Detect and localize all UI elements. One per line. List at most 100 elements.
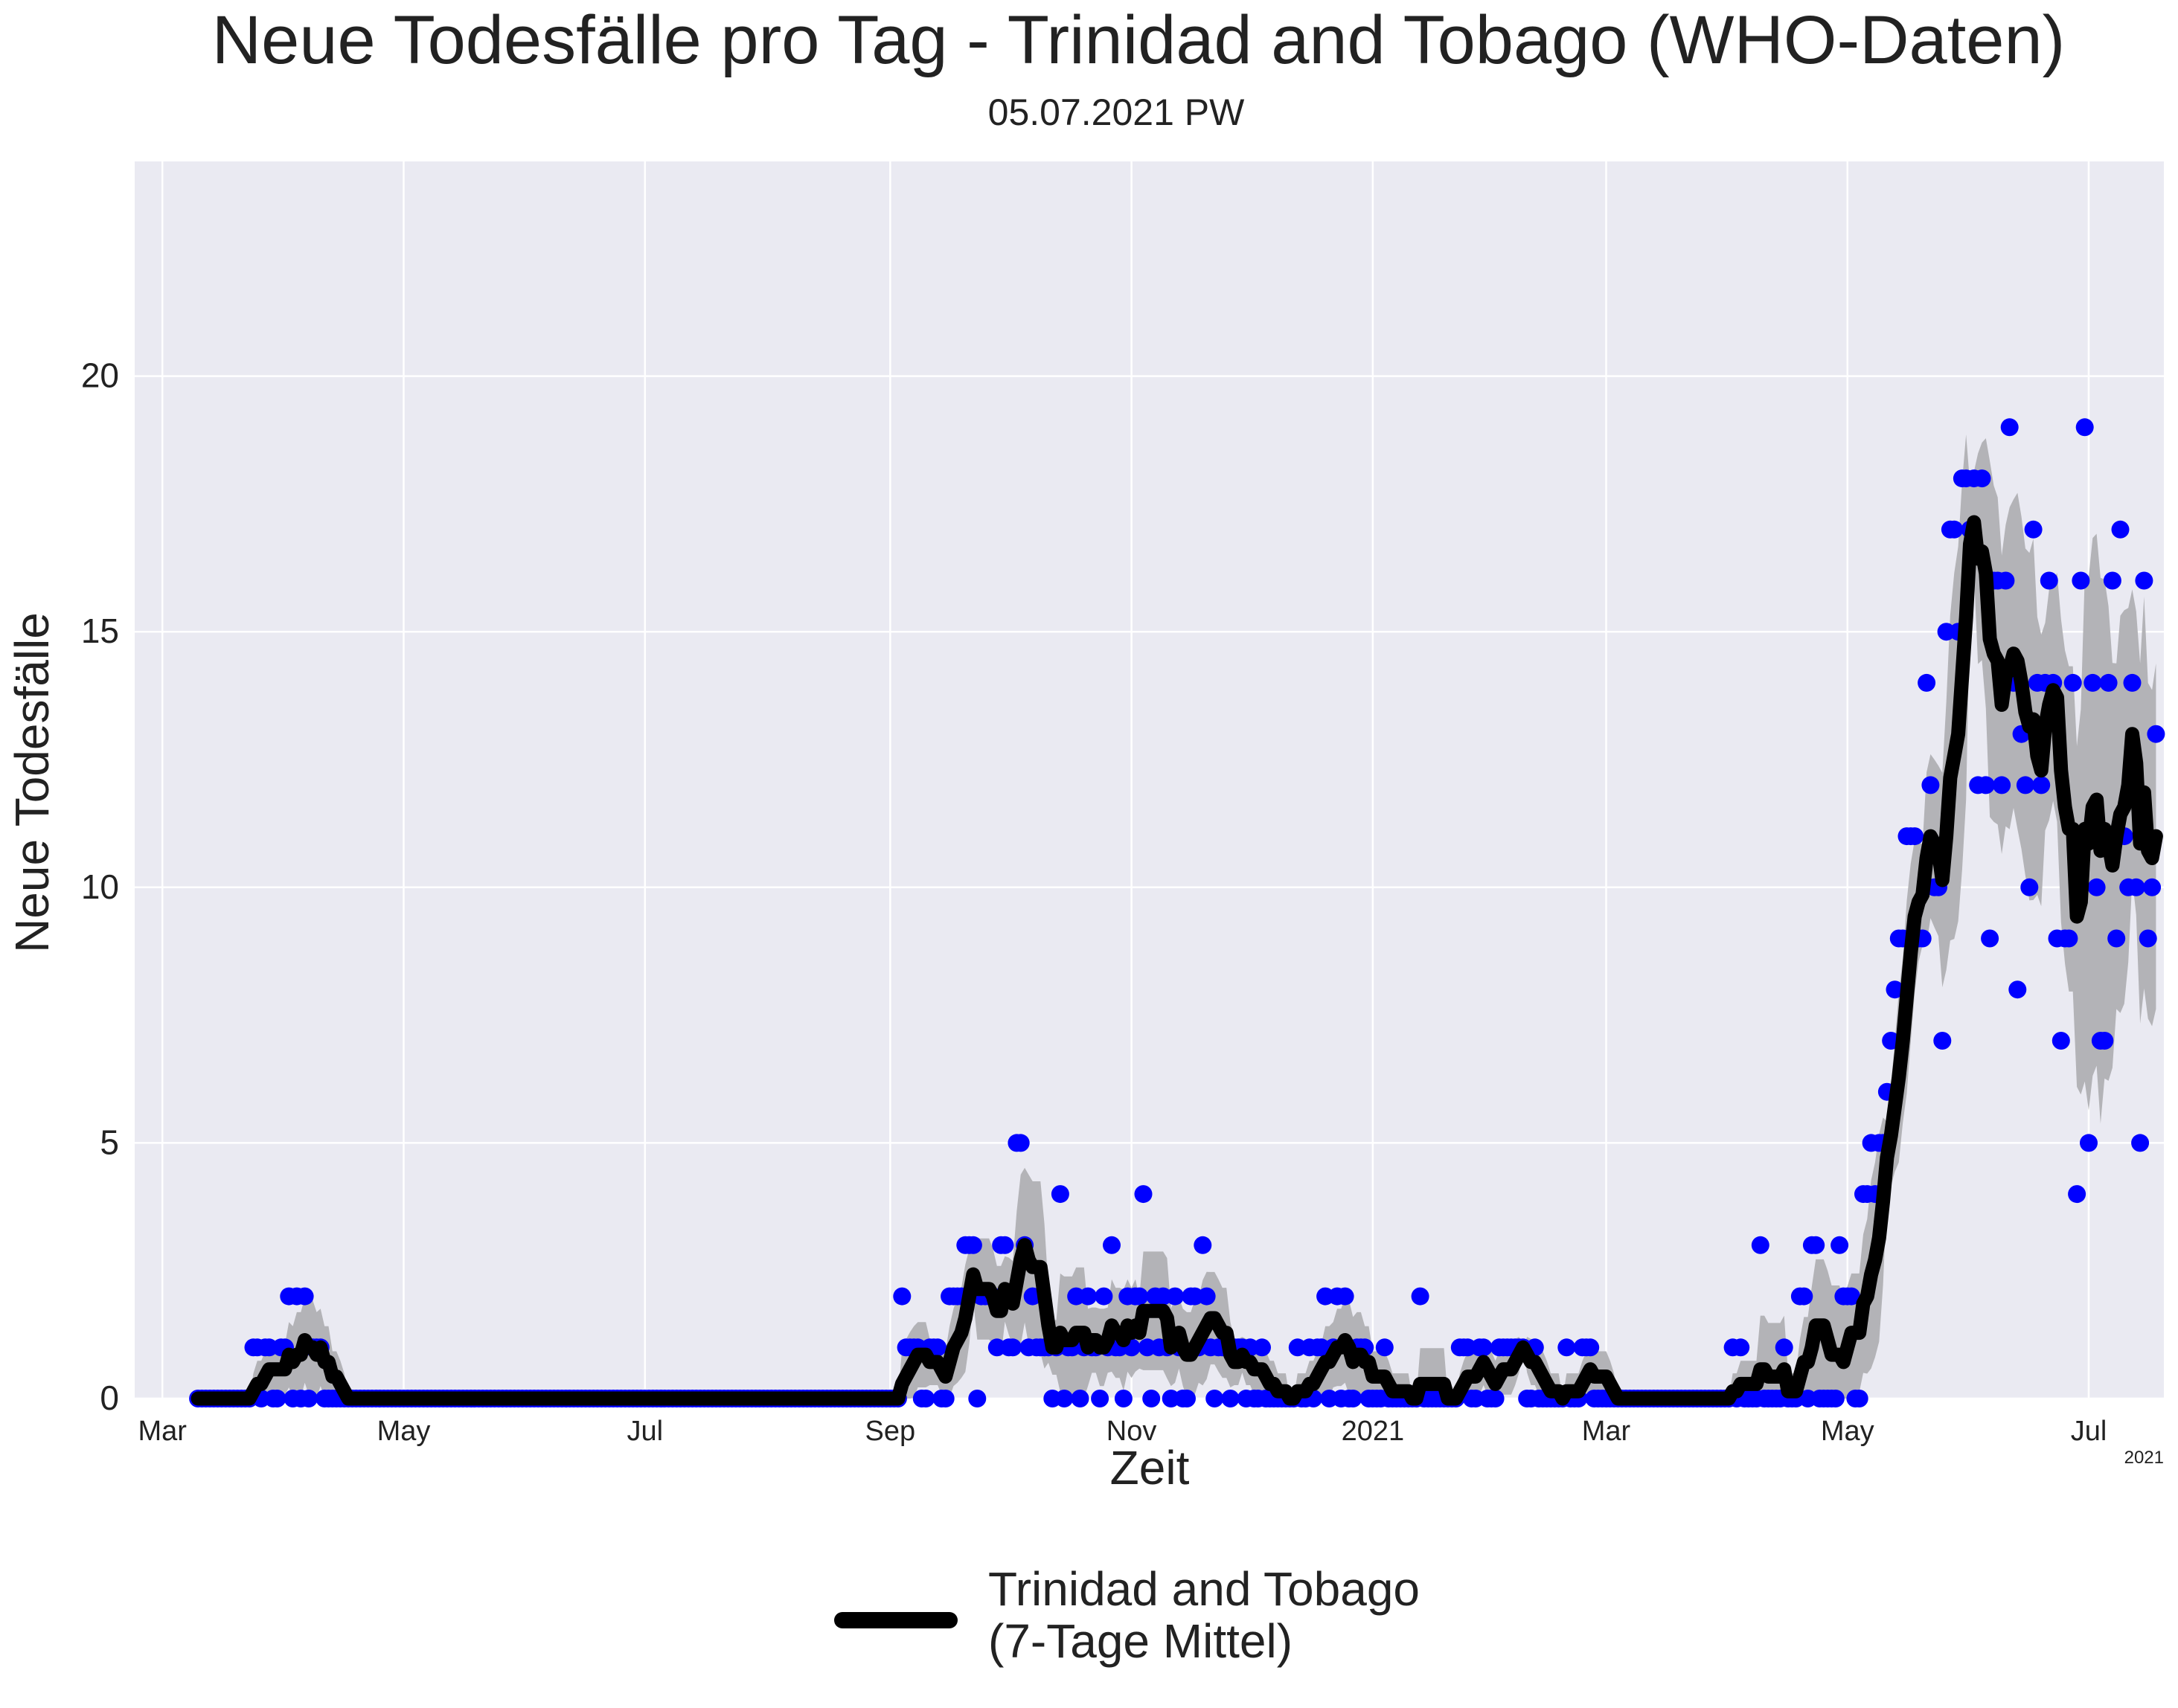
daily-death-point <box>893 1287 912 1306</box>
daily-death-point <box>1945 520 1964 539</box>
daily-death-point <box>936 1390 955 1407</box>
daily-death-point <box>1831 1236 1849 1254</box>
y-tick-label: 10 <box>81 867 119 906</box>
legend-label-line-2: (7-Tage Mittel) <box>988 1614 1293 1668</box>
daily-death-point <box>1103 1236 1121 1254</box>
daily-death-point <box>1581 1338 1600 1357</box>
daily-death-point <box>1221 1390 1240 1407</box>
daily-death-point <box>1474 1338 1493 1357</box>
daily-death-point <box>968 1390 987 1407</box>
daily-death-point <box>2099 673 2118 692</box>
daily-death-point <box>1795 1287 1813 1306</box>
x-tick-label: May <box>377 1416 431 1447</box>
daily-death-point <box>917 1390 935 1407</box>
daily-death-point <box>1906 827 1924 846</box>
daily-death-point <box>2143 878 2162 896</box>
daily-death-point <box>1336 1287 1354 1306</box>
daily-death-point <box>1114 1390 1133 1407</box>
legend-label-line-1: Trinidad and Tobago <box>988 1562 1420 1616</box>
x-tick-label: Mar <box>1582 1416 1631 1447</box>
chart-subtitle: 05.07.2021 PW <box>988 92 1245 133</box>
daily-death-point <box>1751 1236 1769 1254</box>
y-tick-label: 5 <box>100 1123 119 1161</box>
daily-death-point <box>2032 776 2051 794</box>
daily-death-point <box>2052 1032 2070 1050</box>
daily-death-point <box>1197 1287 1216 1306</box>
daily-death-point <box>1973 469 1991 488</box>
daily-death-point <box>964 1236 982 1254</box>
daily-death-point <box>1166 1287 1185 1306</box>
daily-death-point <box>2020 878 2039 896</box>
daily-death-point <box>2068 1185 2086 1204</box>
x-axis-ticks: Mar May Jul Sep Nov 2021 Mar May Jul <box>138 1416 2107 1447</box>
daily-death-point <box>1130 1287 1149 1306</box>
y-axis-label: Neue Todesfälle <box>5 612 59 953</box>
daily-death-point <box>2063 673 2082 692</box>
daily-death-point <box>1051 1185 1069 1204</box>
daily-death-point <box>1886 980 1904 999</box>
daily-death-point <box>2072 571 2090 590</box>
legend: Trinidad and Tobago (7-Tage Mittel) <box>834 1562 1433 1668</box>
daily-death-point <box>2080 1134 2098 1152</box>
daily-death-point <box>2103 571 2121 590</box>
daily-death-point <box>2111 520 2130 539</box>
daily-death-point <box>1091 1390 1109 1407</box>
daily-death-point <box>1842 1287 1861 1306</box>
daily-death-point <box>2024 520 2043 539</box>
daily-death-point <box>2000 418 2019 437</box>
x-tick-label: 2021 <box>1342 1416 1405 1447</box>
daily-death-point <box>1134 1185 1153 1204</box>
daily-death-point <box>1850 1390 1868 1407</box>
daily-death-point <box>1194 1236 1212 1254</box>
x-tick-label: May <box>1821 1416 1874 1447</box>
daily-death-point <box>2083 673 2102 692</box>
daily-death-point <box>2016 776 2034 794</box>
chart-title: Neue Todesfälle pro Tag - Trinidad and T… <box>212 2 2066 78</box>
x-tick-label: Mar <box>138 1416 187 1447</box>
daily-death-point <box>1976 776 1995 794</box>
daily-death-point <box>1344 1390 1362 1407</box>
daily-death-point <box>929 1338 947 1357</box>
mean-line <box>190 515 2163 1406</box>
daily-death-point <box>1996 571 2015 590</box>
daily-death-point <box>2147 725 2165 743</box>
daily-death-point <box>1981 929 1999 948</box>
daily-death-point <box>1933 1032 1952 1050</box>
daily-death-point <box>1071 1390 1089 1407</box>
daily-death-point <box>2123 673 2142 692</box>
daily-death-point <box>268 1390 286 1407</box>
daily-death-point <box>1557 1338 1576 1357</box>
daily-death-point <box>2040 571 2058 590</box>
daily-death-point <box>295 1287 314 1306</box>
mean-line-layer <box>190 515 2163 1406</box>
x-axis-label: Zeit <box>1110 1441 1190 1494</box>
daily-death-point <box>1004 1338 1022 1357</box>
legend-label: Trinidad and Tobago (7-Tage Mittel) <box>988 1562 1433 1668</box>
daily-death-point <box>2095 1032 2114 1050</box>
daily-death-point <box>2107 929 2126 948</box>
daily-death-point <box>1993 776 2011 794</box>
daily-death-point <box>996 1236 1014 1254</box>
daily-death-point <box>1095 1287 1113 1306</box>
x-tick-label: Nov <box>1106 1416 1157 1447</box>
daily-death-point <box>2060 929 2078 948</box>
daily-death-point <box>1253 1338 1271 1357</box>
daily-death-point <box>1486 1390 1505 1407</box>
daily-death-point <box>1079 1287 1098 1306</box>
daily-death-point <box>1205 1390 1224 1407</box>
daily-death-point <box>1142 1390 1161 1407</box>
x-tick-label: Jul <box>2071 1416 2107 1447</box>
plot-area <box>135 161 2164 1399</box>
daily-death-point <box>1411 1287 1429 1306</box>
daily-death-point <box>2127 878 2145 896</box>
y-tick-label: 15 <box>81 611 119 650</box>
daily-death-point <box>2131 1134 2150 1152</box>
y-tick-label: 20 <box>81 356 119 395</box>
daily-death-point <box>1826 1390 1845 1407</box>
daily-death-point <box>1807 1236 1825 1254</box>
daily-death-point <box>2135 571 2153 590</box>
daily-death-point <box>1732 1338 1750 1357</box>
y-tick-label: 0 <box>100 1378 119 1417</box>
daily-death-point <box>2087 878 2106 896</box>
